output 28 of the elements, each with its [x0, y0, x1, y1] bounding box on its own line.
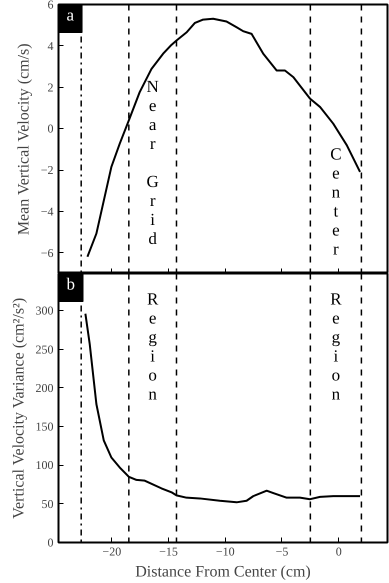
y-tick-label: 4: [48, 38, 54, 53]
y-tick-label: 150: [36, 420, 54, 434]
y-tick-label: 50: [42, 496, 54, 511]
annotation: Region: [146, 290, 159, 404]
y-tick-label: 2: [48, 80, 54, 94]
y-tick-label: −6: [40, 246, 54, 260]
y-tick-label: 300: [36, 304, 54, 318]
y-tick-label: 6: [48, 0, 54, 12]
x-tick-label: −5: [276, 544, 288, 558]
y-tick-label: 0: [48, 536, 54, 550]
annotation: Center: [330, 144, 342, 258]
y-tick-label: −4: [40, 204, 54, 218]
y-tick-label: −2: [40, 163, 54, 178]
x-tick-label: 0: [336, 544, 342, 558]
annotation: Region: [330, 290, 342, 404]
x-tick-label: −10: [216, 544, 235, 558]
y-axis-title: Vertical Velocity Variance (cm²/s²): [10, 298, 28, 519]
y-tick-label: 250: [36, 342, 54, 356]
annotation: b: [66, 274, 75, 294]
y-tick-label: 200: [36, 380, 54, 395]
annotation: a: [66, 6, 74, 24]
y-tick-label: 0: [48, 122, 54, 136]
y-axis-title: Mean Vertical Velocity (cm/s): [16, 43, 33, 236]
x-tick-label: −15: [159, 544, 178, 558]
x-tick-label: −20: [102, 544, 122, 558]
x-axis-title: Distance From Center (cm): [135, 564, 311, 580]
y-tick-label: 100: [36, 458, 54, 472]
annotation: Near Grid: [146, 77, 159, 248]
